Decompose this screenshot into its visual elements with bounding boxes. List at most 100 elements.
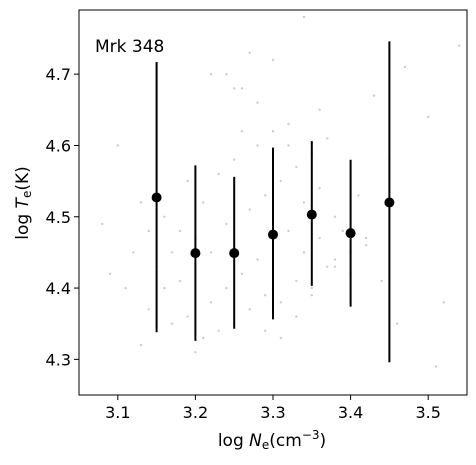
background-point <box>217 329 220 332</box>
background-point <box>225 73 228 76</box>
x-tick-label: 3.5 <box>415 403 440 422</box>
background-point <box>108 272 112 275</box>
background-point <box>295 279 298 283</box>
background-point <box>396 322 399 325</box>
background-point <box>279 336 282 340</box>
background-point <box>341 229 344 233</box>
y-tick-label: 4.7 <box>46 65 71 84</box>
background-point <box>372 94 376 97</box>
background-point <box>326 137 329 140</box>
y-tick-label: 4.6 <box>46 136 71 155</box>
y-tick-label: 4.3 <box>46 350 71 369</box>
background-points <box>101 15 461 368</box>
background-point <box>240 130 244 133</box>
background-point <box>380 279 383 283</box>
background-point <box>209 251 213 254</box>
background-point <box>333 265 337 268</box>
background-point <box>248 308 251 311</box>
background-point <box>442 301 445 304</box>
x-axis-ticks: 3.1 3.2 3.3 3.4 3.5 <box>105 395 441 422</box>
background-point <box>279 301 282 304</box>
background-point <box>287 229 290 233</box>
background-point <box>318 187 321 190</box>
x-tick-label: 3.4 <box>338 403 363 422</box>
background-point <box>326 265 329 268</box>
background-point <box>434 365 438 368</box>
background-point <box>333 258 337 261</box>
x-axis-label: log Ne(cm−3) <box>218 428 326 452</box>
background-point <box>256 258 259 261</box>
background-point <box>264 329 267 332</box>
y-axis-ticks: 4.3 4.4 4.5 4.6 4.7 <box>46 65 79 369</box>
background-point <box>403 65 407 69</box>
x-tick-label: 3.2 <box>183 403 208 422</box>
mean-marker <box>151 192 162 203</box>
background-point <box>178 229 182 233</box>
background-point <box>147 308 150 311</box>
background-point <box>302 251 306 254</box>
background-point <box>458 44 461 47</box>
background-point <box>170 251 174 254</box>
mean-marker <box>345 228 356 239</box>
x-tick-label: 3.1 <box>105 403 130 422</box>
background-point <box>202 201 205 204</box>
background-point <box>163 286 166 290</box>
background-point <box>170 322 174 325</box>
background-point <box>256 144 259 147</box>
background-point <box>295 315 298 318</box>
background-point <box>318 236 321 240</box>
background-point <box>217 172 220 176</box>
background-point <box>240 272 244 275</box>
background-point <box>132 251 135 254</box>
background-point <box>279 179 282 183</box>
background-point <box>225 222 228 226</box>
background-point <box>248 51 251 54</box>
y-tick-label: 4.5 <box>46 208 71 227</box>
mean-marker <box>306 209 317 220</box>
background-point <box>163 215 166 218</box>
background-point <box>178 279 182 283</box>
background-point <box>364 236 368 240</box>
background-point <box>295 165 298 169</box>
background-point <box>124 286 127 290</box>
source-label: Mrk 348 <box>95 37 164 57</box>
background-point <box>310 294 313 297</box>
background-point <box>427 115 430 119</box>
mean-marker <box>229 248 240 259</box>
background-point <box>302 201 306 204</box>
background-point <box>287 122 290 126</box>
background-point <box>116 144 120 147</box>
error-bars <box>155 41 391 363</box>
background-point <box>186 179 189 183</box>
background-point <box>248 208 251 211</box>
y-axis-label: log Te(K) <box>13 166 34 240</box>
background-point <box>202 336 205 340</box>
mean-marker <box>268 229 278 240</box>
background-point <box>287 144 290 147</box>
background-point <box>147 229 150 233</box>
background-point <box>264 294 267 297</box>
background-point <box>271 58 275 62</box>
background-point <box>139 343 143 347</box>
mean-marker <box>190 248 201 259</box>
background-point <box>233 87 236 90</box>
mean-marker <box>384 197 395 208</box>
background-point <box>364 244 368 247</box>
background-point <box>271 130 275 133</box>
background-point <box>186 315 189 318</box>
background-point <box>333 215 337 218</box>
x-tick-label: 3.3 <box>260 403 285 422</box>
background-point <box>240 87 244 90</box>
mean-markers <box>151 192 395 259</box>
background-point <box>101 222 104 226</box>
background-point <box>233 158 236 161</box>
background-point <box>302 15 306 19</box>
background-point <box>225 286 228 290</box>
background-point <box>256 101 259 104</box>
background-point <box>209 301 213 304</box>
background-point <box>264 194 267 197</box>
background-point <box>194 351 197 354</box>
background-point <box>318 108 321 112</box>
y-tick-label: 4.4 <box>46 279 71 298</box>
